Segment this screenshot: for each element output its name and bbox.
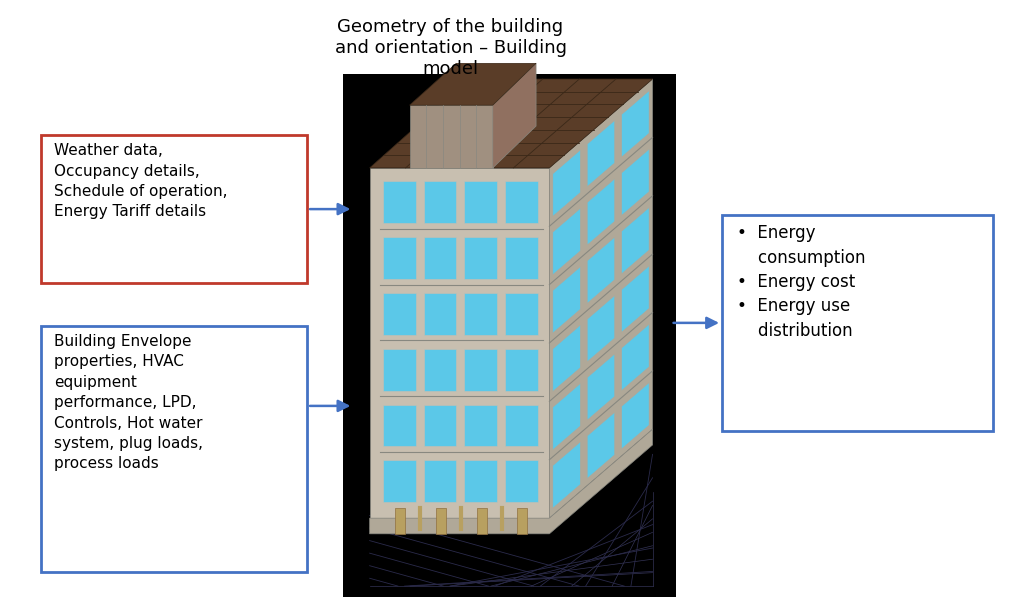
Text: •  Energy
    consumption
•  Energy cost
•  Energy use
    distribution: • Energy consumption • Energy cost • Ene… (737, 224, 865, 339)
Polygon shape (587, 354, 614, 420)
Polygon shape (395, 508, 406, 534)
Polygon shape (476, 508, 486, 534)
Polygon shape (505, 237, 538, 279)
Polygon shape (383, 460, 416, 502)
Polygon shape (424, 293, 457, 335)
Polygon shape (587, 179, 614, 245)
Polygon shape (622, 324, 649, 391)
Polygon shape (465, 460, 497, 502)
Polygon shape (587, 121, 614, 187)
Polygon shape (622, 149, 649, 215)
Polygon shape (505, 460, 538, 502)
Text: Building Envelope
properties, HVAC
equipment
performance, LPD,
Controls, Hot wat: Building Envelope properties, HVAC equip… (54, 334, 204, 471)
Polygon shape (370, 168, 549, 518)
Polygon shape (465, 405, 497, 446)
Polygon shape (424, 237, 457, 279)
FancyBboxPatch shape (722, 215, 993, 430)
Polygon shape (465, 237, 497, 279)
Polygon shape (587, 295, 614, 362)
Polygon shape (383, 237, 416, 279)
Polygon shape (553, 442, 581, 508)
Polygon shape (587, 237, 614, 303)
FancyBboxPatch shape (41, 326, 307, 572)
Polygon shape (622, 91, 649, 157)
Polygon shape (553, 325, 581, 391)
Polygon shape (424, 349, 457, 391)
Polygon shape (505, 349, 538, 391)
Text: Weather data,
Occupancy details,
Schedule of operation,
Energy Tariff details: Weather data, Occupancy details, Schedul… (54, 143, 227, 220)
Polygon shape (493, 63, 537, 168)
Polygon shape (465, 349, 497, 391)
Polygon shape (505, 405, 538, 446)
Polygon shape (517, 508, 527, 534)
Bar (343, 74, 676, 597)
Polygon shape (622, 266, 649, 332)
Polygon shape (383, 349, 416, 391)
Polygon shape (505, 181, 538, 223)
Polygon shape (549, 79, 652, 518)
Polygon shape (465, 181, 497, 223)
Polygon shape (424, 405, 457, 446)
Polygon shape (383, 293, 416, 335)
Polygon shape (383, 405, 416, 446)
Polygon shape (410, 105, 493, 168)
Polygon shape (553, 150, 581, 216)
Polygon shape (505, 293, 538, 335)
FancyBboxPatch shape (41, 135, 307, 283)
Polygon shape (383, 181, 416, 223)
Polygon shape (465, 293, 497, 335)
Polygon shape (410, 63, 537, 105)
Polygon shape (436, 508, 445, 534)
Polygon shape (553, 384, 581, 450)
Polygon shape (370, 79, 652, 168)
Text: Geometry of the building
and orientation – Building
model: Geometry of the building and orientation… (335, 18, 566, 78)
Polygon shape (424, 460, 457, 502)
Polygon shape (587, 412, 614, 478)
Polygon shape (424, 181, 457, 223)
Polygon shape (553, 267, 581, 333)
Polygon shape (553, 208, 581, 275)
Polygon shape (622, 383, 649, 449)
Polygon shape (370, 429, 652, 534)
Polygon shape (622, 207, 649, 274)
